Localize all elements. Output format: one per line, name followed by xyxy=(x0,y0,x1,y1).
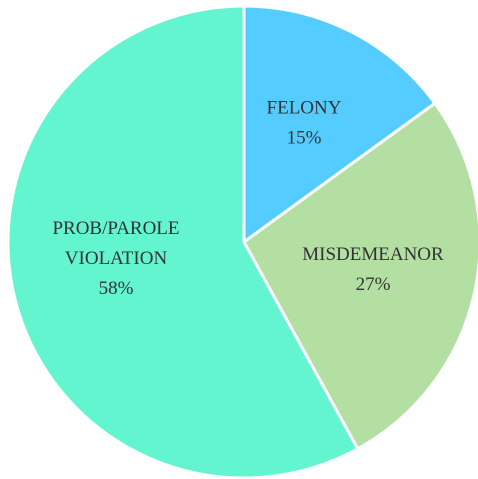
slice-value-label: 27% xyxy=(356,274,391,295)
slice-label: MISDEMEANOR xyxy=(302,244,444,265)
slice-label: FELONY xyxy=(267,98,342,119)
slice-value-label: 15% xyxy=(287,128,322,149)
slice-value-label: 58% xyxy=(99,278,134,299)
pie-slice xyxy=(242,4,438,245)
pie-slice xyxy=(242,101,478,451)
pie-slice xyxy=(6,4,360,479)
slice-label: PROB/PAROLE VIOLATION xyxy=(52,218,179,269)
